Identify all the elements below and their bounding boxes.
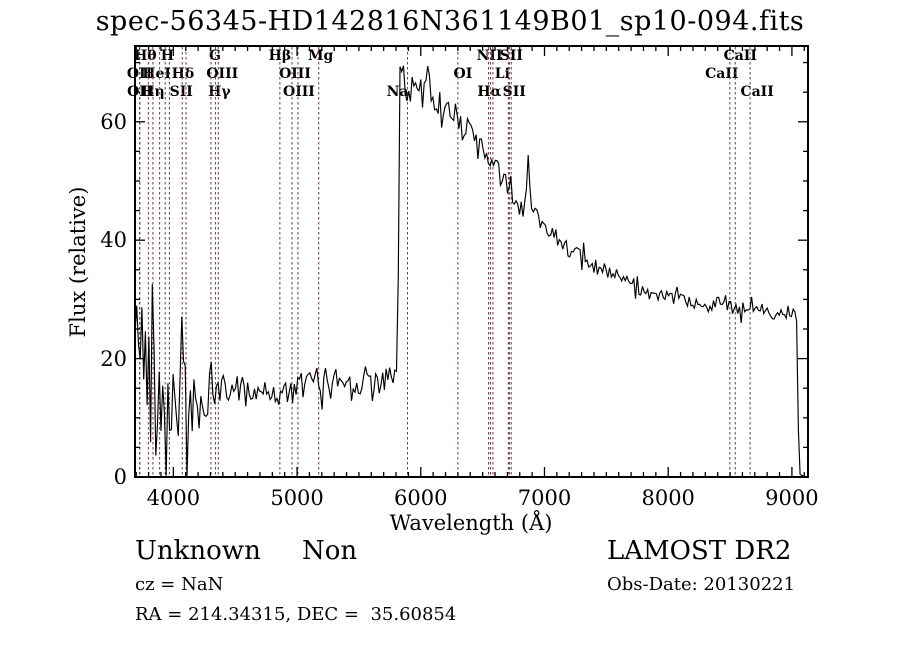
- spectrum-trace: [134, 65, 804, 477]
- spectral-line-label: Mg: [308, 48, 334, 64]
- spectral-line-label: OIII: [206, 66, 239, 82]
- x-tick-label: 6000: [394, 486, 448, 510]
- spectral-line-label: Hδ: [171, 66, 195, 82]
- x-tick-label: 4000: [146, 486, 201, 510]
- spectral-line-label: OIII: [283, 84, 315, 100]
- cz-value: cz = NaN: [135, 574, 224, 595]
- spectral-line-label: Hγ: [208, 84, 231, 100]
- plot-frame: [134, 45, 809, 478]
- class-label: Unknown: [135, 536, 261, 566]
- spectral-line-label: G: [208, 48, 221, 64]
- spectral-line-label: CaII: [740, 84, 774, 100]
- ra-dec-value: RA = 214.34315, DEC = 35.60854: [135, 604, 457, 625]
- survey-label: LAMOST DR2: [607, 536, 792, 566]
- x-tick-label: 5000: [270, 486, 324, 510]
- obs-date: Obs-Date: 20130221: [607, 574, 796, 595]
- spectral-line-label: Hα: [477, 84, 502, 100]
- x-axis-label: Wavelength (Å): [389, 511, 553, 535]
- spectral-line-label: NII: [476, 48, 503, 64]
- spectral-line-label: CaII: [723, 48, 757, 64]
- subclass-label: Non: [302, 536, 358, 566]
- spectral-line-label: Li: [494, 66, 510, 82]
- spectral-line-label: SII: [499, 48, 523, 64]
- x-tick-label: 7000: [517, 486, 572, 510]
- y-tick-label: 0: [113, 465, 127, 489]
- spectral-line-label: Na: [386, 84, 409, 100]
- y-tick-label: 40: [100, 228, 127, 253]
- x-tick-label: 8000: [641, 486, 695, 510]
- spectral-line-label: SII: [169, 84, 193, 100]
- figure-title: spec-56345-HD142816N361149B01_sp10-094.f…: [95, 6, 805, 37]
- x-tick-label: 9000: [765, 486, 819, 510]
- y-tick-label: 20: [100, 346, 127, 371]
- y-tick-label: 60: [100, 109, 127, 134]
- spectral-line-label: OIII: [279, 66, 311, 82]
- spectral-line-label: Hβ: [268, 48, 292, 64]
- spectral-line-label: H: [160, 48, 175, 64]
- spectral-line-label: HeI: [142, 66, 171, 82]
